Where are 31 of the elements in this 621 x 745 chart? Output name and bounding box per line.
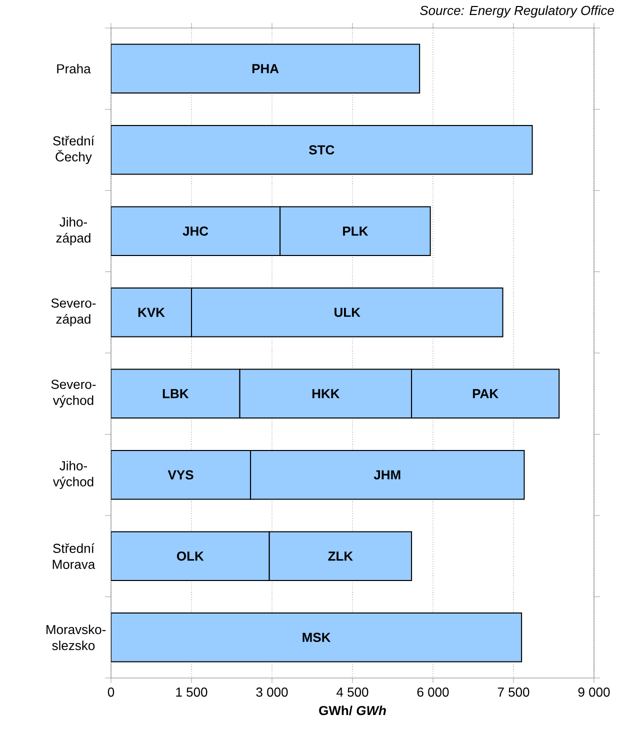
x-tick-label: 4 500: [336, 688, 368, 697]
data-label: LBK: [162, 389, 189, 398]
x-tick-label: 0: [108, 688, 114, 697]
data-label: MSK: [302, 632, 331, 642]
x-tick-label: 3 000: [256, 688, 288, 697]
y-tick-label: Severo-západ: [51, 298, 96, 326]
y-tick-label: Jiho-východ: [52, 460, 94, 489]
data-label: PLK: [343, 226, 368, 236]
x-tick-label: 7 500: [498, 688, 530, 697]
y-tick-label: Moravsko-slezsko: [46, 624, 106, 650]
data-label: PAK: [472, 389, 498, 398]
data-label: PHA: [252, 64, 279, 74]
source-note: Source: Energy Regulatory Office: [420, 6, 614, 18]
y-tick-label: Jiho-západ: [56, 217, 90, 246]
data-label: HKK: [312, 389, 340, 398]
y-tick-label: Střední Morava: [52, 543, 96, 569]
y-tick-label: Praha: [57, 64, 91, 74]
x-tick-label: 9 000: [578, 688, 610, 697]
data-label: ULK: [334, 308, 360, 317]
data-label: OLK: [176, 552, 204, 561]
y-tick-label: Střední Čechy: [53, 136, 94, 164]
data-label: JHC: [182, 226, 208, 236]
x-tick-label: 6 000: [417, 688, 449, 697]
data-label: KVK: [138, 308, 165, 317]
data-label: ZLK: [328, 552, 353, 561]
data-label: STC: [309, 145, 334, 154]
y-tick-label: Severo-východ: [51, 380, 96, 408]
data-label: JHM: [374, 470, 400, 480]
x-axis-title: GWh/ GWh: [319, 706, 386, 716]
data-label: VYS: [168, 470, 194, 480]
x-tick-label: 1 500: [176, 688, 208, 697]
